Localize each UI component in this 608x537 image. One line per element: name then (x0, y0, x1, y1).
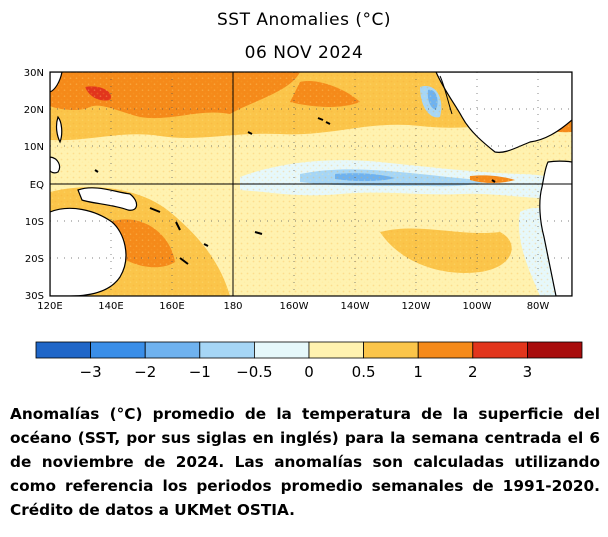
colorbar-swatch (90, 341, 146, 359)
lat-label: EQ (30, 180, 44, 191)
colorbar-swatch (199, 341, 255, 359)
lon-label: 180 (223, 301, 242, 312)
lon-label: 160E (159, 301, 184, 312)
lat-label: 10N (24, 142, 44, 153)
grid (50, 72, 572, 296)
colorbar-label: −0.5 (236, 363, 272, 381)
colorbar-label: 3 (523, 363, 533, 381)
lon-label: 140E (98, 301, 123, 312)
colorbar-label: −3 (80, 363, 102, 381)
colorbar-swatch (35, 341, 91, 359)
colorbar-svg: −3 −2 −1 −0.5 0 0.5 1 2 3 (35, 341, 583, 381)
lon-label: 120W (402, 301, 431, 312)
sst-anomaly-map: 30N 20N 10N EQ 10S 20S 30S 120E 140E 160… (0, 62, 608, 322)
colorbar-label: 0 (304, 363, 314, 381)
lat-label: 30N (24, 68, 44, 79)
lat-label: 30S (25, 291, 44, 302)
lat-label: 20S (25, 254, 44, 265)
map-title: SST Anomalies (°C) (217, 10, 391, 30)
lon-label: 120E (37, 301, 62, 312)
colorbar-swatch (417, 341, 474, 359)
map-frame (49, 71, 573, 297)
lon-label: 80W (527, 301, 550, 312)
lat-label: 10S (25, 217, 44, 228)
colorbar-label: 2 (468, 363, 478, 381)
colorbar-label: −1 (189, 363, 211, 381)
longitude-labels: 120E 140E 160E 180 160W 140W 120W 100W 8… (37, 301, 549, 312)
colorbar: −3 −2 −1 −0.5 0 0.5 1 2 3 (0, 336, 608, 386)
lon-label: 100W (463, 301, 492, 312)
lat-label: 20N (24, 105, 44, 116)
colorbar-label: 0.5 (352, 363, 376, 381)
latitude-labels: 30N 20N 10N EQ 10S 20S 30S (24, 68, 44, 302)
map-svg: 30N 20N 10N EQ 10S 20S 30S 120E 140E 160… (24, 68, 573, 312)
colorbar-swatch (472, 341, 528, 359)
colorbar-swatch (527, 341, 583, 359)
lon-label: 160W (280, 301, 309, 312)
colorbar-label: 1 (413, 363, 423, 381)
figure-caption: Anomalías (°C) promedio de la temperatur… (10, 405, 600, 519)
colorbar-label: −2 (134, 363, 156, 381)
colorbar-swatch (363, 341, 419, 359)
colorbar-swatch (144, 341, 201, 359)
colorbar-swatch (308, 341, 364, 359)
lon-label: 140W (341, 301, 370, 312)
map-date: 06 NOV 2024 (244, 43, 364, 63)
colorbar-swatch (253, 341, 310, 359)
